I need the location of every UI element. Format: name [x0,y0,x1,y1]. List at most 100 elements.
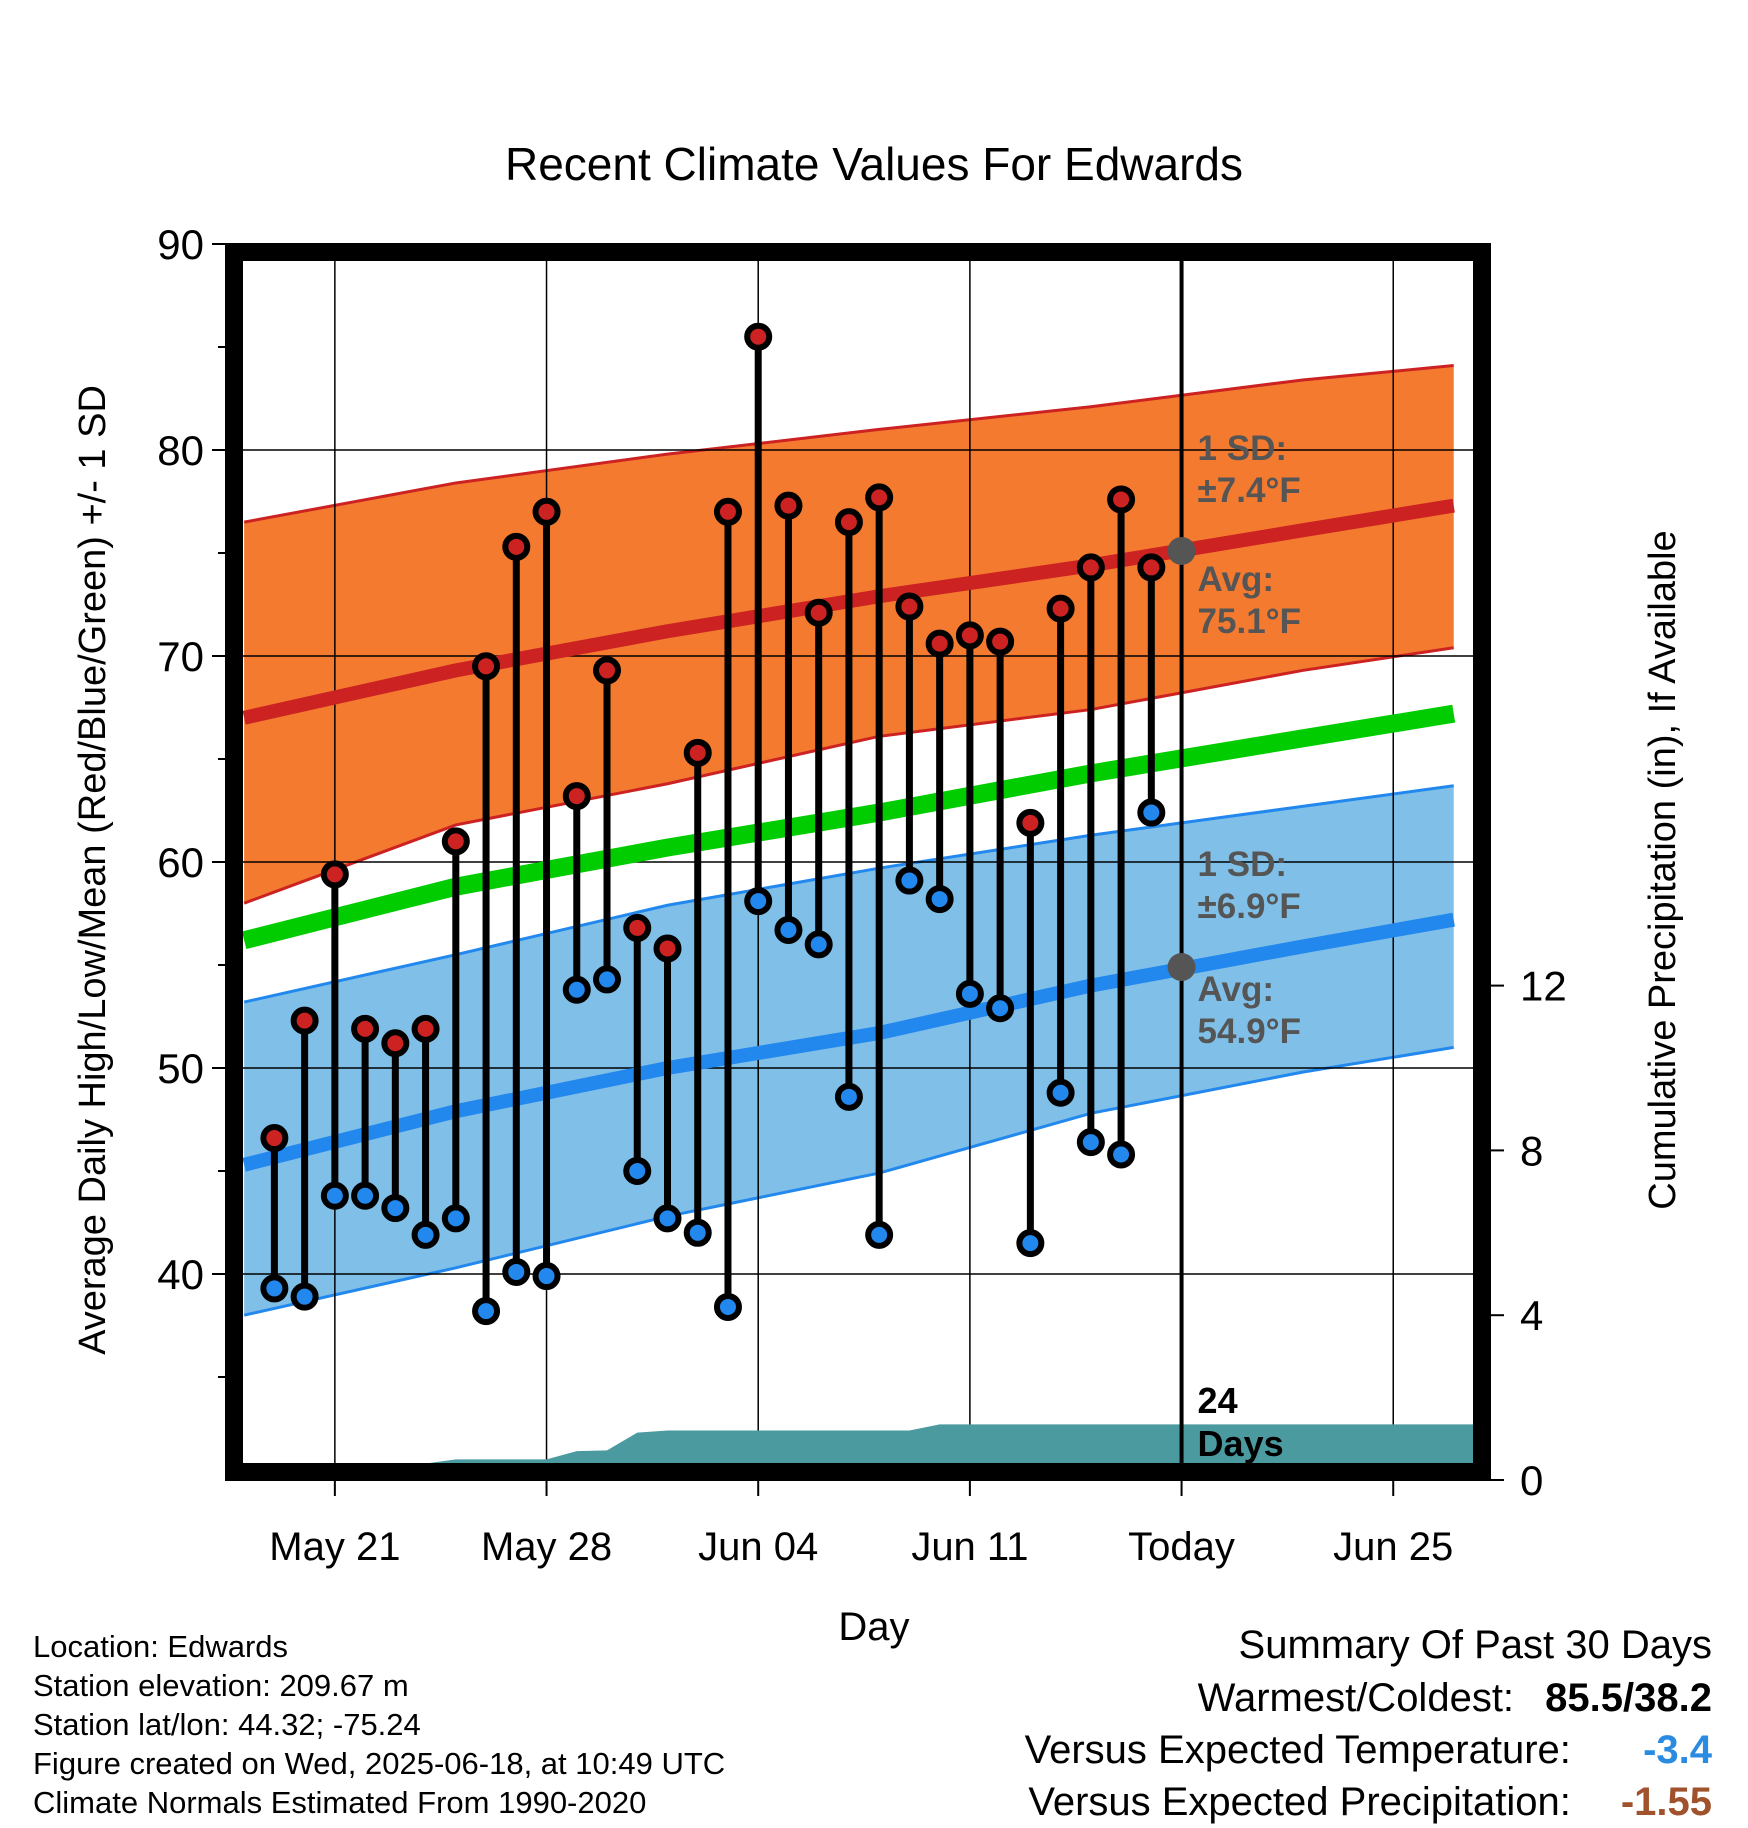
low-point [260,1274,289,1303]
low-avg-value: 54.9°F [1198,1012,1302,1051]
chart-title: Recent Climate Values For Edwards [505,138,1243,190]
low-point [593,965,622,994]
today-low-avg-marker [1167,953,1196,982]
low-point [562,975,591,1004]
info-created: Figure created on Wed, 2025-06-18, at 10… [33,1746,726,1781]
high-point [925,629,954,658]
y2-tick-label: 8 [1520,1127,1543,1174]
high-point [713,497,742,526]
low-point [774,915,803,944]
low-point [411,1220,440,1249]
summary-precip-label: Versus Expected Precipitation: [1028,1780,1571,1824]
low-point [744,887,773,916]
y2-axis-label: Cumulative Precipitation (in), If Availa… [1642,530,1684,1209]
summary-temp-value: -3.4 [1643,1728,1712,1772]
high-point [593,656,622,685]
low-point [865,1220,894,1249]
high-point [381,1029,410,1058]
high-point [834,508,863,537]
high-point [955,621,984,650]
precip-days-count: 24 [1198,1380,1238,1421]
high-point [683,738,712,767]
info-elevation: Station elevation: 209.67 m [33,1668,409,1703]
info-latlon: Station lat/lon: 44.32; -75.24 [33,1707,421,1742]
low-point [986,994,1015,1023]
high-avg-value: 75.1°F [1198,602,1302,641]
x-tick-label: Jun 04 [698,1525,818,1569]
low-point [1076,1128,1105,1157]
low-point [834,1082,863,1111]
low-point [623,1157,652,1185]
high-point [411,1014,440,1043]
x-tick-label: May 28 [481,1525,612,1569]
high-point [744,322,773,351]
high-point [472,652,501,681]
y-tick-label: 40 [157,1251,204,1298]
high-point [290,1006,319,1035]
high-sd-label: 1 SD: [1198,429,1287,468]
y-axis-label: Average Daily High/Low/Mean (Red/Blue/Gr… [72,385,114,1355]
low-point [1046,1078,1075,1107]
y-tick-label: 80 [157,427,204,474]
high-point [320,860,349,889]
x-tick-label: Today [1128,1525,1235,1569]
high-point [351,1014,380,1043]
high-point [1016,808,1045,837]
low-avg-label: Avg: [1198,970,1274,1009]
today-high-avg-marker [1167,536,1196,565]
summary-precip-value: -1.55 [1620,1780,1712,1824]
summary-temp-label: Versus Expected Temperature: [1024,1728,1571,1772]
high-point [532,497,561,526]
low-point [320,1181,349,1210]
summary-block: Summary Of Past 30 Days Warmest/Coldest:… [1025,1618,1712,1828]
y-tick-label: 70 [157,633,204,680]
low-sd-value: ±6.9°F [1198,887,1301,926]
info-location: Location: Edwards [33,1629,289,1664]
low-point [713,1292,742,1321]
high-sd-value: ±7.4°F [1198,471,1301,510]
low-point [290,1282,319,1311]
high-point [895,592,924,621]
summary-warmest-value: 85.5/38.2 [1545,1676,1712,1720]
high-point [562,782,591,811]
low-point [1107,1140,1136,1169]
high-point [653,934,682,963]
high-band-upper-edge [243,364,1454,524]
y-tick-label: 50 [157,1045,204,1092]
y2-tick-label: 12 [1520,963,1567,1010]
summary-warmest-label: Warmest/Coldest: [1197,1676,1515,1720]
precip-days-label: Days [1198,1423,1284,1464]
high-point [986,627,1015,656]
low-point [441,1204,470,1233]
x-tick-label: Jun 11 [911,1525,1028,1569]
high-avg-label: Avg: [1198,560,1274,599]
low-point [955,979,984,1008]
low-point [895,866,924,895]
y-tick-label: 60 [157,839,204,886]
high-point [774,491,803,520]
x-axis-label: Day [838,1605,909,1649]
low-point [351,1181,380,1210]
low-sd-label: 1 SD: [1198,845,1287,884]
high-point [441,827,470,856]
high-point [1137,553,1166,582]
x-tick-label: May 21 [269,1525,400,1569]
high-point [865,483,894,512]
low-point [1016,1229,1045,1258]
high-point [260,1124,289,1153]
x-tick-label: Jun 25 [1333,1525,1453,1569]
high-point [1107,485,1136,514]
low-point [502,1257,531,1286]
y2-tick-label: 4 [1520,1292,1543,1339]
y-tick-label: 90 [157,221,204,268]
low-point [1137,798,1166,827]
low-point [804,930,833,959]
high-point [1076,553,1105,582]
low-point [653,1204,682,1233]
y2-tick-label: 0 [1520,1457,1543,1504]
low-point [472,1297,501,1326]
low-point [925,885,954,914]
info-normals: Climate Normals Estimated From 1990-2020 [33,1785,647,1820]
